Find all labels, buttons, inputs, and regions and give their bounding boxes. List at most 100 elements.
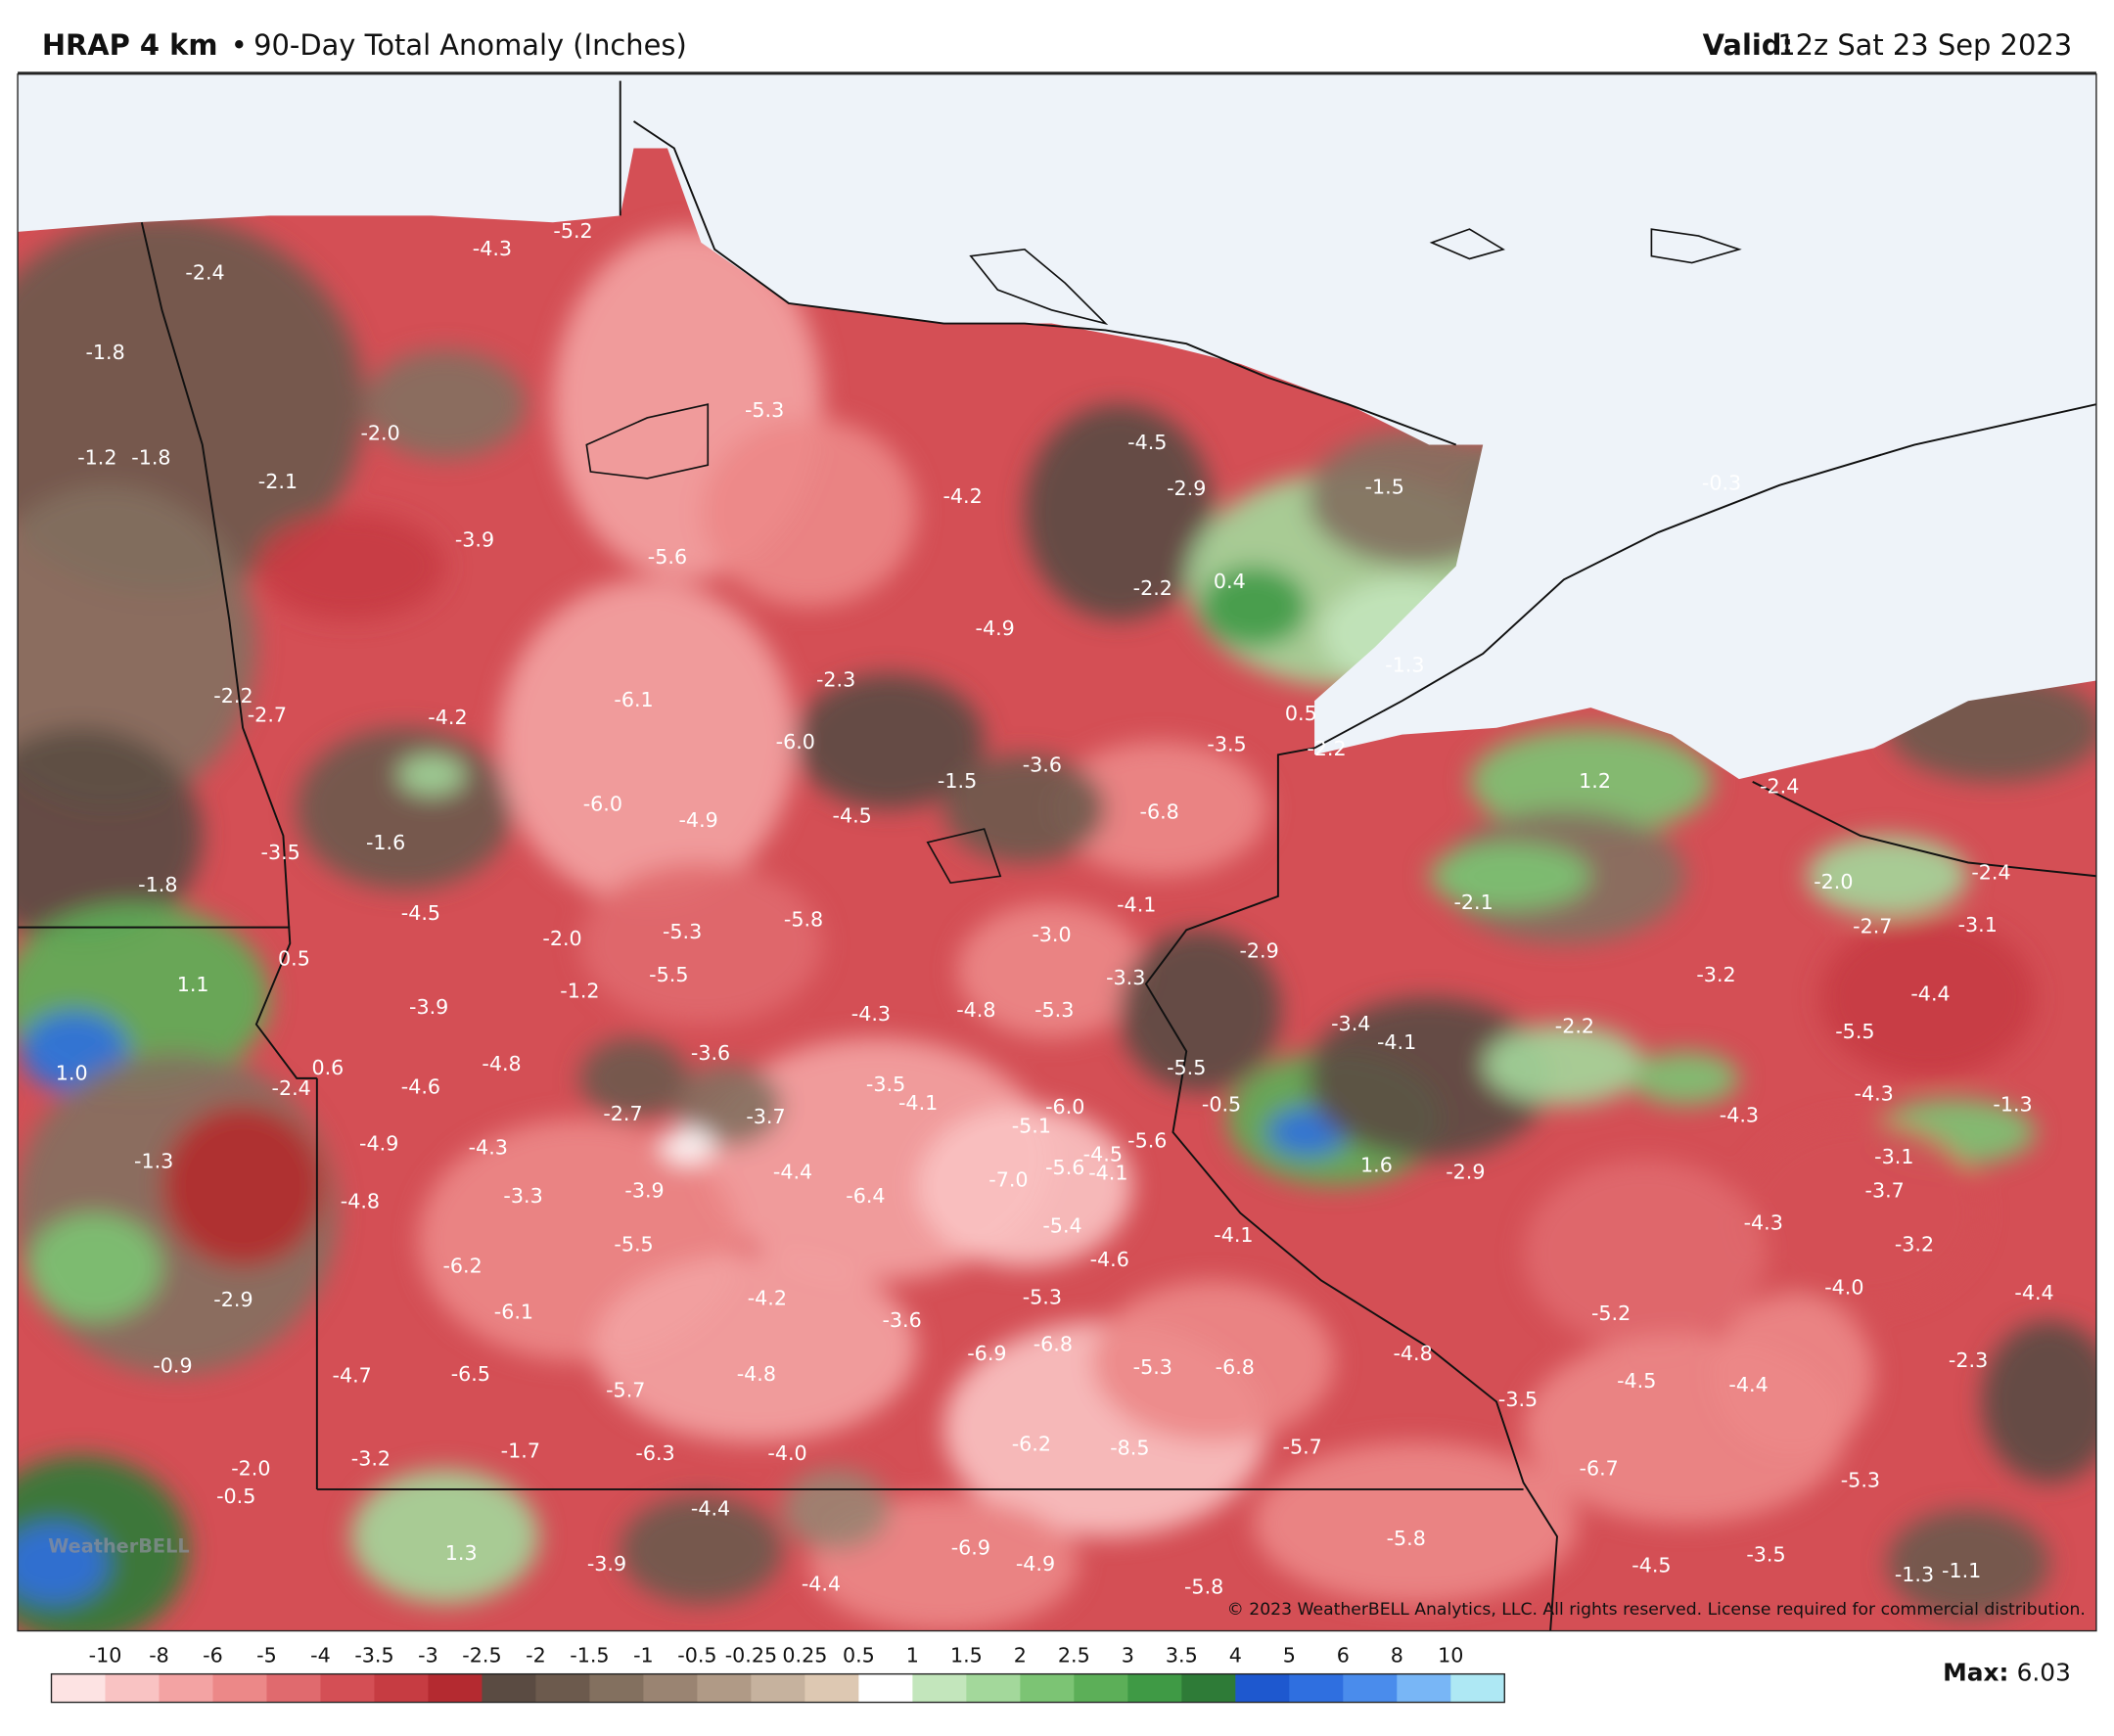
anomaly-patch — [255, 512, 445, 620]
colorbar-box — [1397, 1673, 1451, 1703]
value-label: -3.1 — [1958, 913, 1998, 937]
anomaly-patch — [26, 1212, 162, 1321]
colorbar-box — [1343, 1673, 1398, 1703]
value-label: -5.3 — [1841, 1469, 1880, 1492]
anomaly-patch — [1024, 404, 1214, 620]
value-label: -3.5 — [866, 1073, 905, 1096]
value-label: -5.1 — [1012, 1114, 1051, 1137]
anomaly-patch — [620, 1495, 783, 1605]
anomaly-patch — [593, 1253, 917, 1442]
colorbar-tick-label: -6 — [203, 1644, 223, 1667]
value-label: -3.6 — [1023, 753, 1062, 776]
max-label: Max: — [1943, 1659, 2008, 1687]
value-label: -4.8 — [956, 998, 995, 1022]
colorbar-tick-label: -4 — [310, 1644, 331, 1667]
colorbar-tick-label: -3.5 — [354, 1644, 393, 1667]
value-label: -4.5 — [1617, 1369, 1656, 1393]
value-label: -1.3 — [1895, 1563, 1934, 1586]
value-label: -4.3 — [1720, 1103, 1759, 1126]
colorbar-box — [1020, 1673, 1076, 1703]
watermark: WeatherBELL — [48, 1535, 190, 1558]
value-label: -1.2 — [560, 980, 599, 1003]
anomaly-patch — [795, 673, 985, 809]
value-label: -2.4 — [1760, 774, 1799, 798]
value-label: -5.2 — [1591, 1302, 1631, 1325]
anomaly-patch — [1051, 741, 1267, 877]
value-label: -3.1 — [1874, 1145, 1913, 1168]
colorbar-box — [1181, 1673, 1237, 1703]
anomaly-patch — [1819, 916, 2036, 1078]
value-label: -4.2 — [942, 484, 982, 508]
value-label: -2.4 — [1971, 861, 2010, 885]
value-label: -6.3 — [635, 1441, 674, 1465]
value-label: -4.1 — [1088, 1162, 1127, 1185]
title: 90-Day Total Anomaly (Inches) — [253, 28, 687, 62]
product: HRAP 4 km — [42, 28, 218, 62]
value-label: -3.6 — [691, 1041, 730, 1065]
colorbar: -10 -8 -6 -5 -4 -3.5 -3 -2.5 -2 -1.5 -1 -0.5 -0.25 0.… — [50, 1644, 1505, 1704]
value-label: -2.1 — [258, 470, 298, 493]
value-label: -6.2 — [442, 1255, 482, 1278]
anomaly-patch — [1469, 727, 1713, 836]
value-label: -4.1 — [1377, 1030, 1416, 1054]
colorbar-box — [1235, 1673, 1290, 1703]
anomaly-patch — [498, 579, 796, 903]
anomaly-patch — [673, 1065, 783, 1146]
anomaly-patch — [297, 727, 513, 891]
valid-label: Valid: — [1703, 28, 1793, 62]
value-label: -4.4 — [773, 1160, 812, 1183]
value-label: -2.4 — [272, 1076, 311, 1100]
value-label: -1.8 — [138, 873, 177, 896]
colorbar-tick-label: -1.5 — [570, 1644, 609, 1667]
value-label: -6.2 — [1012, 1432, 1051, 1455]
valid-value: 12z Sat 23 Sep 2023 — [1777, 28, 2072, 62]
colorbar-tick-label: 2 — [1014, 1644, 1027, 1667]
colorbar-tick-label: -2.5 — [462, 1644, 501, 1667]
colorbar-tick-label: 0.25 — [782, 1644, 827, 1667]
anomaly-patch — [18, 727, 203, 944]
value-label: -3.5 — [1207, 733, 1246, 756]
borders — [18, 80, 2096, 1631]
anomaly-patch — [1091, 1280, 1335, 1442]
colorbar-box — [751, 1673, 806, 1703]
lakes-outline — [585, 228, 1742, 885]
value-label: -0.9 — [153, 1354, 192, 1378]
value-label: -4.5 — [1631, 1553, 1671, 1576]
value-label: -4.8 — [1393, 1342, 1432, 1365]
map-area — [18, 73, 2096, 1631]
value-label: -2.0 — [542, 927, 581, 950]
colorbar-box — [266, 1673, 322, 1703]
value-label: -1.5 — [938, 769, 977, 793]
value-label: -6.0 — [1045, 1095, 1084, 1119]
value-label: -5.6 — [648, 545, 687, 569]
value-label: -4.3 — [473, 237, 512, 260]
copyright: © 2023 WeatherBELL Analytics, LLC. All r… — [1227, 1600, 2086, 1620]
value-label: -3.5 — [1746, 1542, 1785, 1566]
colorbar-tick-label: 3 — [1122, 1644, 1134, 1667]
value-label: -3.0 — [1032, 923, 1071, 946]
colorbar-box — [697, 1673, 753, 1703]
value-label: -4.1 — [1214, 1223, 1253, 1247]
value-label: -5.6 — [1127, 1129, 1167, 1153]
anomaly-patch — [701, 417, 917, 607]
value-label: -0.3 — [1702, 471, 1741, 494]
value-label: -5.3 — [745, 398, 784, 422]
value-label: -5.7 — [1283, 1435, 1322, 1458]
value-label: -1.3 — [134, 1149, 173, 1172]
value-label: -4.6 — [1090, 1248, 1129, 1271]
value-label: -3.2 — [1696, 963, 1735, 986]
value-label: -4.8 — [341, 1190, 380, 1213]
value-label: -2.1 — [1453, 891, 1493, 914]
colorbar-box — [159, 1673, 214, 1703]
anomaly-patch — [579, 862, 823, 1025]
value-label: -5.4 — [1042, 1213, 1081, 1237]
value-label: -5.3 — [1133, 1355, 1172, 1379]
value-label: -6.8 — [1216, 1355, 1255, 1379]
anomaly-patch — [364, 350, 527, 459]
value-label: -4.4 — [802, 1573, 841, 1596]
anomaly-patch — [957, 902, 1146, 1038]
value-label: -2.7 — [248, 703, 287, 726]
value-label: 0.5 — [1285, 702, 1317, 725]
